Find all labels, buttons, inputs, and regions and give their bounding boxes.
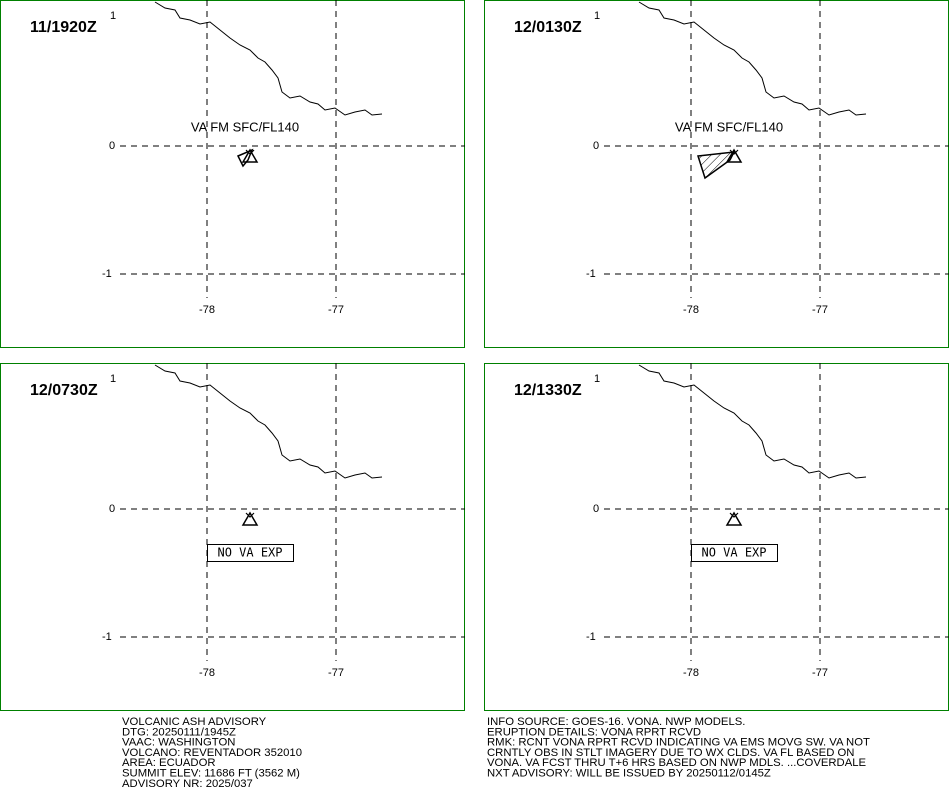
lat-label: -1: [102, 268, 112, 280]
advisory-line: VOLCANIC ASH ADVISORY: [122, 716, 267, 728]
coastline: [638, 364, 867, 479]
lon-label: -77: [328, 667, 344, 679]
no-ash-note: NO VA EXP: [217, 546, 282, 560]
advisory-line: VONA. VA FCST THRU T+6 HRS BASED ON NWP …: [487, 757, 867, 769]
panel-border: [0, 363, 465, 711]
advisory-line: DTG: 20250111/1945Z: [122, 726, 236, 738]
lat-label: 0: [593, 503, 599, 515]
panel-border: [0, 0, 465, 348]
lat-label: 1: [110, 10, 116, 22]
lat-label: 0: [593, 140, 599, 152]
advisory-line: ADVISORY NR: 2025/037: [122, 778, 253, 790]
volcano-plume: [245, 512, 255, 518]
lon-label: -77: [812, 667, 828, 679]
advisory-line: SUMMIT ELEV: 11686 FT (3562 M): [122, 767, 300, 779]
no-ash-note: NO VA EXP: [701, 546, 766, 560]
lat-label: 1: [594, 10, 600, 22]
lon-label: -77: [328, 304, 344, 316]
lat-label: 0: [109, 503, 115, 515]
coastline: [638, 1, 867, 116]
lon-label: -78: [199, 667, 215, 679]
note-box: [207, 544, 294, 562]
map-panel: 1 0 -1 -78 -77 12/0730Z NO VA EXP: [0, 363, 465, 711]
volcano-plume: [729, 149, 739, 155]
volcano-symbol: [725, 511, 743, 526]
lon-label: -77: [812, 304, 828, 316]
volcano-plume: [729, 512, 739, 518]
advisory-line: CRNTLY OBS IN STLT IMAGERY DUE TO WX CLD…: [487, 747, 854, 759]
valid-time: 11/1920Z: [30, 19, 97, 36]
ash-cloud: [697, 151, 736, 180]
map-panel: 1 0 -1 -78 -77 12/1330Z NO VA EXP: [484, 363, 949, 711]
valid-time: 12/0730Z: [30, 382, 98, 399]
ash-annotation: VA FM SFC/FL140: [191, 119, 299, 134]
ash-annotation: VA FM SFC/FL140: [675, 119, 783, 134]
map-panel: 1 0 -1 -78 -77 12/0130Z VA FM SFC/FL140: [484, 0, 949, 348]
advisory-line: VOLCANO: REVENTADOR 352010: [122, 747, 302, 759]
valid-time: 12/1330Z: [514, 382, 582, 399]
lon-label: -78: [683, 667, 699, 679]
advisory-line: INFO SOURCE: GOES-16. VONA. NWP MODELS.: [487, 716, 745, 728]
lat-label: -1: [586, 268, 596, 280]
volcano-symbol: [241, 148, 259, 163]
advisory-line: AREA: ECUADOR: [122, 757, 216, 769]
lat-label: 0: [109, 140, 115, 152]
lat-label: -1: [586, 631, 596, 643]
advisory-line: RMK: RCNT VONA RPRT RCVD INDICATING VA E…: [487, 737, 870, 749]
lon-label: -78: [683, 304, 699, 316]
volcano-symbol: [241, 511, 259, 526]
panel-border: [484, 363, 949, 711]
lat-label: 1: [594, 373, 600, 385]
advisory-line: VAAC: WASHINGTON: [122, 737, 235, 749]
coastline: [154, 1, 383, 116]
volcano-symbol: [725, 148, 743, 163]
note-box: [691, 544, 778, 562]
lon-label: -78: [199, 304, 215, 316]
map-panel: 1 0 -1 -78 -77 11/1920Z VA FM SFC/FL140: [0, 0, 465, 348]
valid-time: 12/0130Z: [514, 19, 582, 36]
advisory-line: ERUPTION DETAILS: VONA RPRT RCVD: [487, 726, 701, 738]
lat-label: -1: [102, 631, 112, 643]
panel-border: [484, 0, 949, 348]
lat-label: 1: [110, 373, 116, 385]
volcano-plume: [245, 149, 255, 155]
coastline: [154, 364, 383, 479]
advisory-line: NXT ADVISORY: WILL BE ISSUED BY 20250112…: [487, 767, 771, 779]
